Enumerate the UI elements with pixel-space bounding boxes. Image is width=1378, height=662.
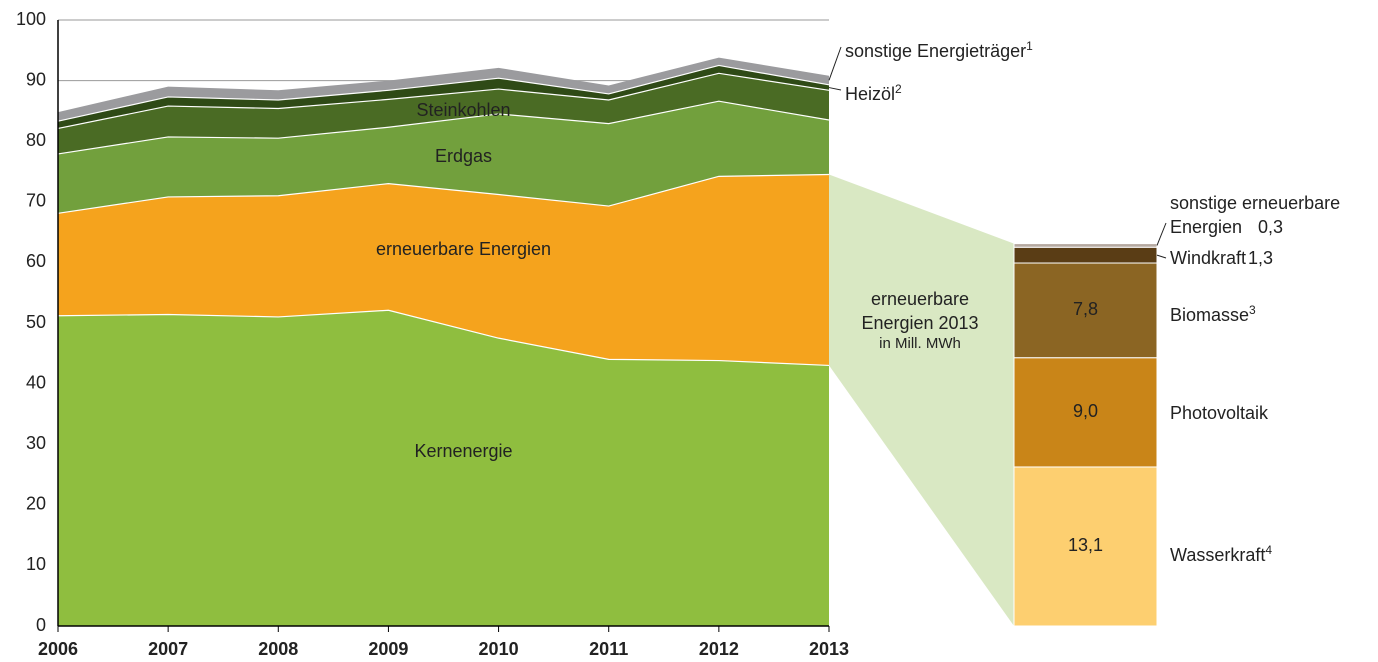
bar-label: Windkraft xyxy=(1170,246,1246,270)
y-tick-label: 100 xyxy=(16,9,46,29)
area xyxy=(58,174,829,366)
bar-segment xyxy=(1013,357,1158,468)
series-name: Windkraft xyxy=(1170,248,1247,268)
x-tick-label: 2008 xyxy=(258,639,298,659)
area-boundary xyxy=(57,100,830,155)
bar-label: Biomasse3 xyxy=(1170,298,1256,327)
y-tick-label: 40 xyxy=(26,372,46,392)
y-tick-label: 60 xyxy=(26,251,46,271)
value-label: 7,8 xyxy=(1073,299,1098,319)
y-tick-label: 50 xyxy=(26,312,46,332)
bar-segment xyxy=(1013,262,1158,359)
area xyxy=(58,57,829,122)
value-label: 13,1 xyxy=(1068,535,1103,555)
footnote-mark: 3 xyxy=(1249,303,1256,317)
bar-label: sonstige erneuerbare Energien xyxy=(1170,191,1375,239)
bar-segment xyxy=(1013,466,1158,627)
area-boundary xyxy=(57,309,830,367)
bar-segment xyxy=(1013,243,1158,248)
area-boundary xyxy=(57,72,830,130)
leader-line xyxy=(1156,222,1167,246)
series-name: Biomasse xyxy=(1170,305,1250,325)
series-name: Photovoltaik xyxy=(1170,403,1269,423)
bar-label: Photovoltaik xyxy=(1170,401,1268,425)
leader-line xyxy=(828,87,842,91)
series-name: sonstige erneuerbare Energien xyxy=(1170,193,1341,237)
y-tick-label: 70 xyxy=(26,191,46,211)
x-tick-label: 2013 xyxy=(809,639,849,659)
value-label: 9,0 xyxy=(1073,401,1098,421)
value-label: 0,3 xyxy=(1258,217,1283,237)
bar-segment xyxy=(1013,246,1158,264)
bar-label: Wasserkraft4 xyxy=(1170,538,1272,567)
value-label: 1,3 xyxy=(1248,248,1273,268)
x-tick-label: 2011 xyxy=(589,639,628,659)
bar-title-text: erneuerbare Energien 2013 xyxy=(861,289,979,333)
bar-title: erneuerbare Energien 2013 in Mill. MWh xyxy=(845,287,995,353)
x-tick-label: 2006 xyxy=(38,639,78,659)
series-name: Wasserkraft xyxy=(1170,545,1266,565)
y-tick-label: 10 xyxy=(26,554,46,574)
series-name: Heizöl xyxy=(845,84,896,104)
x-tick-label: 2010 xyxy=(479,639,519,659)
connector xyxy=(829,174,1014,626)
series-label: Erdgas xyxy=(435,146,492,166)
leader-line xyxy=(1156,254,1167,259)
area-boundary xyxy=(57,64,830,122)
x-tick-label: 2012 xyxy=(699,639,739,659)
x-tick-label: 2007 xyxy=(148,639,188,659)
footnote-mark: 1 xyxy=(1026,39,1033,53)
bar-subtitle: in Mill. MWh xyxy=(879,335,961,352)
y-tick-label: 0 xyxy=(36,615,46,635)
series-label: erneuerbare Energien xyxy=(376,239,551,259)
series-label: Kernenergie xyxy=(414,441,512,461)
footnote-mark: 2 xyxy=(895,82,902,96)
area xyxy=(58,101,829,214)
x-tick-label: 2009 xyxy=(368,639,408,659)
area xyxy=(58,310,829,626)
series-label: Steinkohlen xyxy=(416,100,510,120)
y-tick-label: 30 xyxy=(26,433,46,453)
area-boundary xyxy=(57,173,830,214)
y-tick-label: 20 xyxy=(26,494,46,514)
series-label: sonstige Energieträger1 xyxy=(845,34,1033,63)
series-name: sonstige Energieträger xyxy=(845,41,1027,61)
series-label: Heizöl2 xyxy=(845,77,902,106)
footnote-mark: 4 xyxy=(1265,543,1273,557)
leader-line xyxy=(828,46,842,81)
y-tick-label: 90 xyxy=(26,69,46,89)
y-tick-label: 80 xyxy=(26,130,46,150)
